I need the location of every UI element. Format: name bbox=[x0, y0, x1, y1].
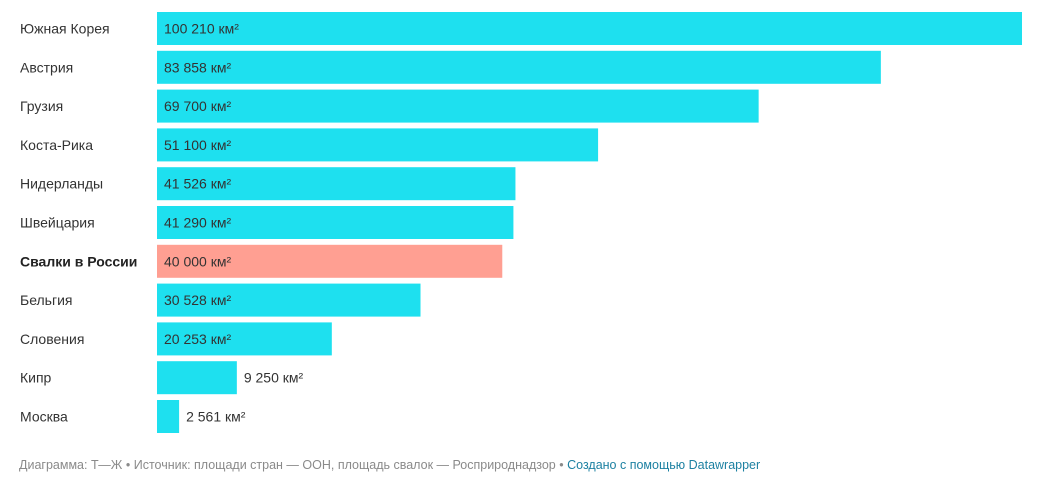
category-label: Кипр bbox=[20, 370, 52, 386]
category-label: Грузия bbox=[20, 98, 63, 114]
bar bbox=[157, 89, 759, 123]
value-label: 41 290 км² bbox=[164, 215, 231, 231]
category-label: Коста-Рика bbox=[20, 137, 93, 153]
bar bbox=[157, 128, 599, 162]
chart-footer: Диаграмма: Т—Ж • Источник: площади стран… bbox=[19, 458, 760, 472]
bar bbox=[157, 206, 514, 239]
bar-row: Грузия 69 700 км² bbox=[20, 89, 759, 123]
bar bbox=[157, 283, 421, 317]
bar-row: Швейцария 41 290 км² bbox=[20, 206, 514, 239]
bar bbox=[157, 244, 503, 278]
value-label: 20 253 км² bbox=[164, 331, 231, 347]
value-label: 83 858 км² bbox=[164, 59, 231, 75]
value-label: 30 528 км² bbox=[164, 292, 231, 308]
category-label: Южная Корея bbox=[20, 21, 110, 37]
value-label: 69 700 км² bbox=[164, 98, 231, 114]
value-label: 51 100 км² bbox=[164, 137, 231, 153]
value-label: 2 561 км² bbox=[186, 409, 246, 425]
category-label: Швейцария bbox=[20, 215, 95, 231]
category-label: Австрия bbox=[20, 59, 73, 75]
category-label: Москва bbox=[20, 409, 68, 425]
category-label: Нидерланды bbox=[20, 176, 103, 192]
value-label: 41 526 км² bbox=[164, 176, 231, 192]
bar bbox=[157, 50, 881, 84]
footer-source: Источник: площади стран — ООН, площадь с… bbox=[133, 458, 556, 472]
bar bbox=[157, 400, 180, 433]
bar-row: Австрия 83 858 км² bbox=[20, 50, 881, 84]
category-label: Свалки в России bbox=[20, 253, 137, 269]
bar-chart: Южная Корея 100 210 км² Австрия 83 858 км² Г… bbox=[20, 12, 1022, 433]
bar-row: Нидерланды 41 526 км² bbox=[20, 167, 516, 201]
bar-row: Кипр 9 250 км² bbox=[20, 361, 304, 395]
bar-row: Бельгия 30 528 км² bbox=[20, 283, 421, 317]
bar bbox=[157, 361, 237, 395]
category-label: Бельгия bbox=[20, 292, 72, 308]
bar bbox=[157, 322, 332, 356]
value-label: 100 210 км² bbox=[164, 21, 239, 37]
category-label: Словения bbox=[20, 331, 84, 347]
bar-row: Южная Корея 100 210 км² bbox=[20, 12, 1022, 45]
bar-row: Свалки в России 40 000 км² bbox=[20, 244, 503, 278]
datawrapper-link[interactable]: Создано с помощью Datawrapper bbox=[567, 458, 761, 472]
bar bbox=[157, 167, 516, 201]
footer-separator: • bbox=[125, 458, 131, 472]
value-label: 40 000 км² bbox=[164, 253, 231, 269]
footer-separator: • bbox=[559, 458, 564, 472]
bar-row: Москва 2 561 км² bbox=[20, 400, 246, 433]
bar-row: Коста-Рика 51 100 км² bbox=[20, 128, 599, 162]
bar bbox=[157, 12, 1022, 45]
footer-chart-by: Диаграмма: Т—Ж bbox=[19, 458, 123, 472]
value-label: 9 250 км² bbox=[244, 370, 304, 386]
bar-row: Словения 20 253 км² bbox=[20, 322, 332, 356]
